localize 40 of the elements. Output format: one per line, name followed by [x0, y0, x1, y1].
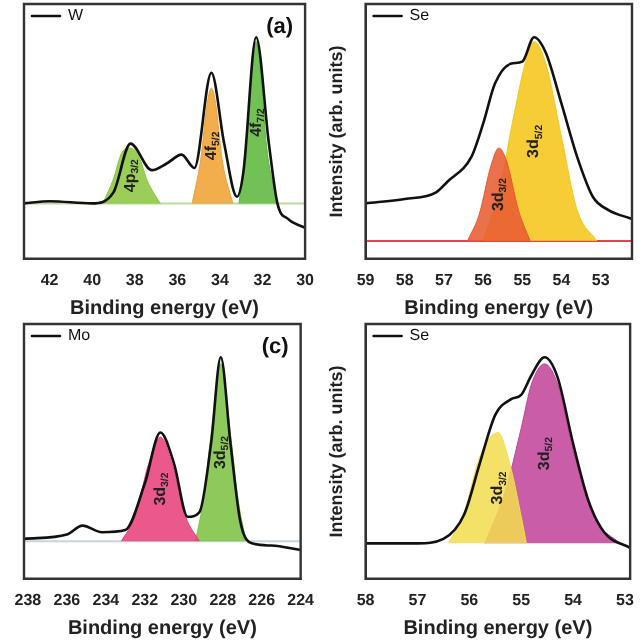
x-tick-label: 58 [395, 270, 415, 289]
legend-label: Mo [68, 326, 92, 345]
x-axis-title: Binding energy (eV) [404, 297, 594, 320]
x-tick-label: 236 [53, 590, 82, 609]
x-tick-label: 30 [296, 270, 316, 289]
x-tick-label: 226 [248, 590, 277, 609]
x-tick-label: 54 [564, 590, 584, 609]
x-tick-label: 238 [14, 590, 43, 609]
legend-label: W [68, 6, 84, 25]
annotation: (c) [261, 335, 290, 360]
x-tick-label: 230 [170, 590, 199, 609]
x-tick-label: 36 [168, 270, 188, 289]
legend-label: Se [409, 6, 431, 25]
x-tick-label: 42 [40, 270, 60, 289]
x-tick-label: 53 [616, 590, 635, 609]
x-tick-label: 57 [408, 590, 428, 609]
x-tick-label: 59 [356, 270, 376, 289]
y-axis-title: Intensity (arb. units) [325, 365, 346, 538]
x-axis-title: Binding energy (eV) [67, 617, 257, 640]
x-tick-label: 56 [474, 270, 494, 289]
x-tick-label: 38 [125, 270, 145, 289]
legend-label: Se [409, 326, 431, 345]
x-tick-label: 54 [552, 270, 572, 289]
x-tick-label: 234 [92, 590, 121, 609]
x-tick-label: 32 [253, 270, 273, 289]
x-tick-label: 228 [209, 590, 238, 609]
x-tick-label: 56 [460, 590, 480, 609]
x-tick-label: 55 [513, 270, 533, 289]
x-axis-title: Binding energy (eV) [70, 297, 259, 320]
x-tick-label: 232 [131, 590, 160, 609]
x-axis-title: Binding energy (eV) [403, 617, 593, 640]
annotation: (a) [266, 15, 294, 40]
y-axis-title: Intensity (arb. units) [325, 45, 346, 218]
x-tick-label: 58 [356, 590, 376, 609]
x-tick-label: 53 [591, 270, 611, 289]
x-tick-label: 224 [287, 590, 316, 609]
x-tick-label: 40 [83, 270, 103, 289]
x-tick-label: 34 [211, 270, 230, 289]
x-tick-label: 55 [512, 590, 532, 609]
x-tick-label: 57 [435, 270, 454, 289]
